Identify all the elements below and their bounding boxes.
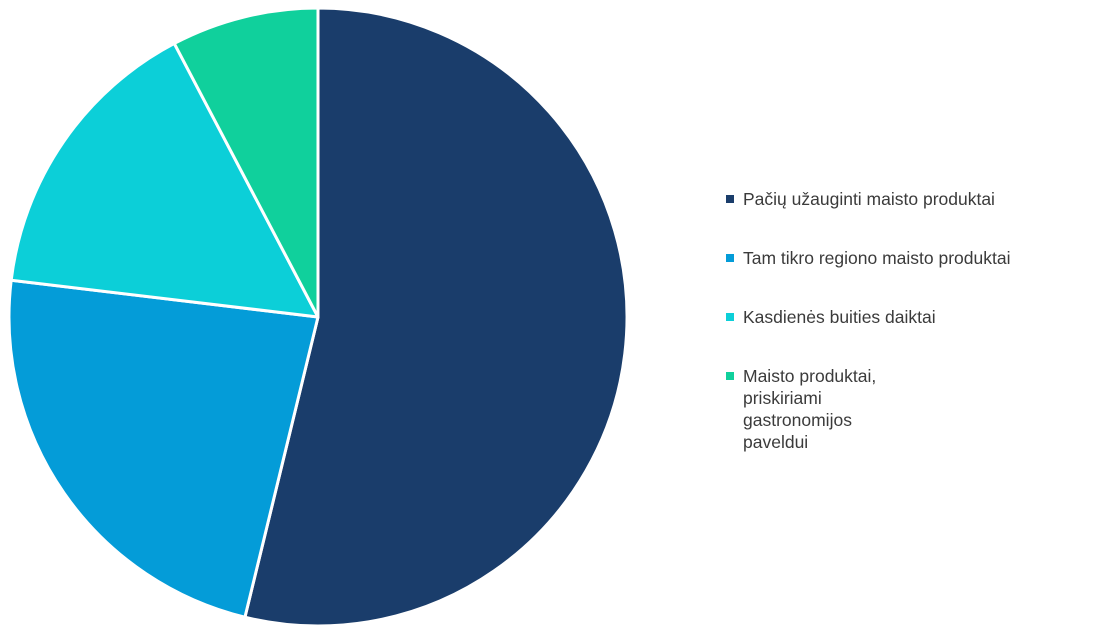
legend-label: Kasdienės buities daiktai [743,306,936,328]
legend-label: Tam tikro regiono maisto produktai [743,247,1010,269]
legend-item: Pačių užauginti maisto produktai [726,188,1098,210]
legend-item: Maisto produktai, priskiriami gastronomi… [726,365,886,453]
legend-swatch [726,195,734,203]
pie-plot [0,0,640,626]
legend-label: Maisto produktai, priskiriami gastronomi… [743,365,886,453]
legend: Pačių užauginti maisto produktai Tam tik… [726,188,1098,453]
legend-swatch [726,313,734,321]
legend-item: Kasdienės buities daiktai [726,306,1098,328]
legend-swatch [726,254,734,262]
legend-item: Tam tikro regiono maisto produktai [726,247,1098,269]
legend-swatch [726,372,734,380]
legend-label: Pačių užauginti maisto produktai [743,188,995,210]
